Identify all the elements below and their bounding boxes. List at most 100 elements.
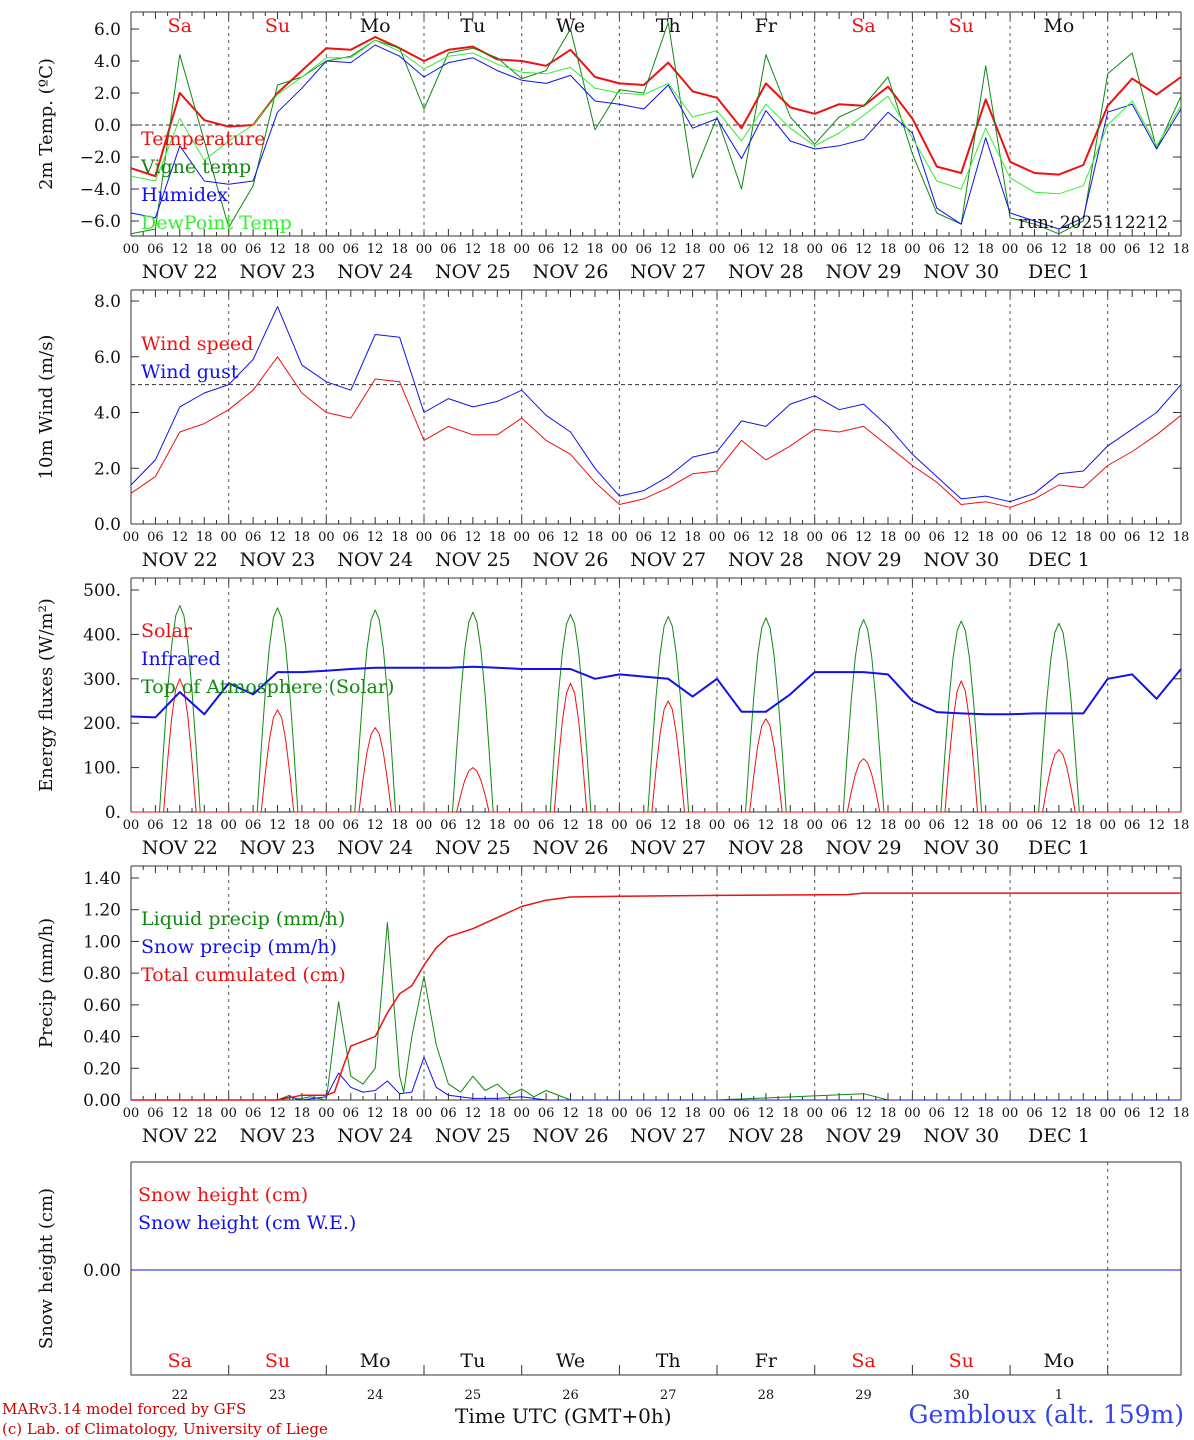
x-hour-label: 06 [733, 530, 750, 545]
x-hour-label: 12 [1148, 242, 1165, 257]
x-hour-label: 18 [294, 818, 311, 833]
x-hour-label: 06 [733, 1106, 750, 1121]
x-hour-label: 12 [855, 530, 872, 545]
x-hour-label: 00 [220, 818, 237, 833]
series-line-wind-speed [130, 356, 1182, 508]
x-hour-label: 00 [513, 530, 530, 545]
x-hour-label: 06 [342, 818, 359, 833]
x-hour-label: 06 [1026, 242, 1043, 257]
weekday-label: Fr [755, 15, 778, 37]
x-hour-label: 00 [904, 242, 921, 257]
x-hour-label: 00 [611, 242, 628, 257]
x-hour-label: 06 [929, 242, 946, 257]
x-hour-label: 00 [318, 818, 335, 833]
legend-entry: Temperature [141, 128, 265, 150]
x-hour-label: 12 [758, 1106, 775, 1121]
x-hour-label: 00 [318, 530, 335, 545]
y-axis-label: Snow height (cm) [36, 1188, 57, 1349]
x-hour-label: 06 [636, 242, 653, 257]
x-hour-label: 18 [1075, 1106, 1092, 1121]
x-hour-label: 00 [611, 530, 628, 545]
x-hour-label: 12 [172, 1106, 189, 1121]
legend-entry: Snow height (cm) [138, 1184, 308, 1206]
legend-entry: Snow precip (mm/h) [141, 936, 337, 958]
x-hour-label: 12 [1051, 1106, 1068, 1121]
weekday-label: Sa [851, 1350, 875, 1372]
x-day-number: 26 [562, 1388, 579, 1403]
y-tick-label: 300. [83, 670, 121, 690]
x-hour-label: 18 [1173, 1106, 1190, 1121]
x-hour-label: 00 [904, 818, 921, 833]
x-hour-label: 12 [562, 530, 579, 545]
legend-entry: Wind gust [141, 361, 239, 383]
x-hour-label: 00 [1002, 242, 1019, 257]
series-line-top-of-atmosphere-solar [131, 605, 1181, 813]
x-hour-label: 06 [342, 1106, 359, 1121]
x-date-label: NOV 29 [826, 549, 902, 571]
x-hour-label: 18 [587, 530, 604, 545]
x-hour-label: 00 [513, 1106, 530, 1121]
x-hour-label: 06 [245, 1106, 262, 1121]
x-hour-labels: 00 06 12 18 00 06 12 18 00 06 12 18 00 06 12 18 00 06 12 18… [123, 1106, 1190, 1121]
run-label: run: 2025112212 [1019, 213, 1168, 233]
x-hour-label: 18 [684, 818, 701, 833]
x-hour-label: 06 [245, 530, 262, 545]
x-hour-label: 12 [465, 1106, 482, 1121]
x-date-label: NOV 28 [728, 549, 804, 571]
y-tick-label: −4.0 [80, 180, 121, 200]
x-hour-label: 18 [489, 1106, 506, 1121]
x-hour-label: 06 [440, 242, 457, 257]
x-hour-label: 06 [342, 242, 359, 257]
x-hour-label: 18 [587, 818, 604, 833]
x-hour-label: 06 [245, 242, 262, 257]
x-hour-label: 12 [855, 1106, 872, 1121]
x-day-number: 25 [465, 1388, 482, 1403]
x-hour-label: 18 [1075, 530, 1092, 545]
x-hour-label: 00 [123, 818, 140, 833]
x-hour-label: 06 [147, 530, 164, 545]
y-tick-label: −6.0 [80, 212, 121, 232]
y-axis-label: Energy fluxes (W/m²) [36, 598, 57, 792]
weekday-label: Mo [360, 1350, 391, 1372]
y-tick-label: 1.20 [83, 901, 121, 921]
x-hour-label: 12 [562, 818, 579, 833]
y-tick-label: 6.0 [94, 348, 121, 368]
x-hour-label: 18 [391, 818, 408, 833]
x-hour-label: 12 [758, 818, 775, 833]
x-hour-label: 06 [147, 242, 164, 257]
x-hour-label: 18 [391, 242, 408, 257]
x-hour-label: 00 [709, 1106, 726, 1121]
x-hour-label: 00 [806, 242, 823, 257]
x-hour-label: 00 [1099, 242, 1116, 257]
x-hour-label: 06 [245, 818, 262, 833]
x-hour-label: 18 [587, 1106, 604, 1121]
x-hour-label: 00 [513, 242, 530, 257]
x-hour-label: 06 [733, 242, 750, 257]
x-hour-label: 12 [1051, 818, 1068, 833]
x-hour-labels: 00 06 12 18 00 06 12 18 00 06 12 18 00 06 12 18 00 06 12 18… [123, 530, 1190, 545]
x-hour-label: 12 [172, 242, 189, 257]
y-tick-label: −2.0 [80, 148, 121, 168]
x-hour-label: 12 [855, 818, 872, 833]
x-hour-label: 06 [733, 818, 750, 833]
day-separators [228, 12, 1109, 236]
x-hour-label: 18 [782, 1106, 799, 1121]
x-hour-label: 12 [953, 242, 970, 257]
series-line-vigne-temp [130, 22, 1182, 235]
x-hour-label: 18 [489, 530, 506, 545]
x-hour-label: 06 [1124, 530, 1141, 545]
x-date-label: NOV 23 [240, 1125, 316, 1147]
y-tick-label: 0.60 [83, 996, 121, 1016]
x-hour-label: 18 [880, 818, 897, 833]
x-hour-label: 00 [709, 818, 726, 833]
x-day-number: 29 [855, 1388, 872, 1403]
weekday-label: Mo [360, 15, 391, 37]
x-hour-label: 06 [147, 1106, 164, 1121]
x-hour-label: 18 [977, 242, 994, 257]
x-date-label: NOV 30 [923, 837, 999, 859]
series-line-infrared [130, 665, 1182, 719]
y-axis-label: Precip (mm/h) [36, 918, 57, 1048]
x-hour-label: 12 [953, 530, 970, 545]
x-hour-label: 12 [660, 530, 677, 545]
